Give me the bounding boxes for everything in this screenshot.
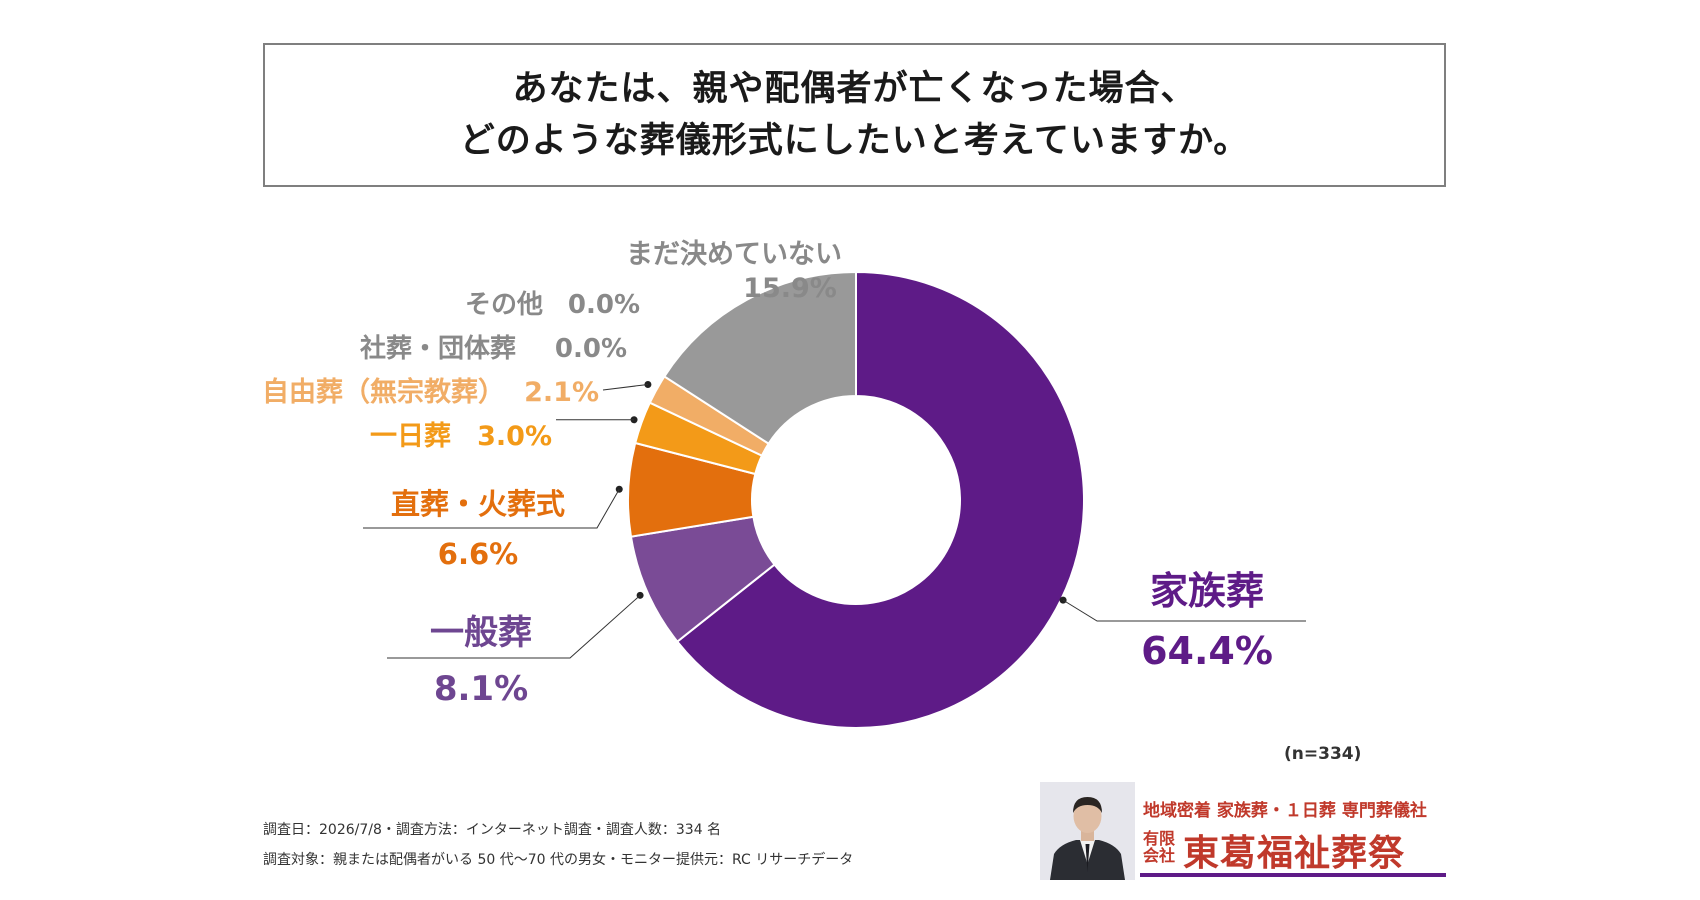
category-label-0: 家族葬	[1150, 569, 1264, 613]
value-label-0: 64.4%	[1141, 629, 1273, 673]
question-title-line-2: どのような葬儀形式にしたいと考えていますか。	[459, 121, 1250, 161]
category-label-4: 自由葬（無宗教葬）	[262, 376, 505, 408]
brand-company-type-line-1: 有限	[1143, 829, 1176, 848]
survey-note-line-1: 調査日：2026/7/8・調査方法：インターネット調査・調査人数：334 名	[263, 822, 722, 838]
slice-7	[663, 270, 857, 446]
category-label-3: 一日葬	[370, 421, 451, 452]
category-label-1: 一般葬	[430, 613, 532, 653]
brand-company-type: 有限 会社	[1143, 830, 1181, 864]
staff-photo	[1040, 782, 1135, 880]
question-title-box: あなたは、親や配偶者が亡くなった場合、 どのような葬儀形式にしたいと考えています…	[263, 43, 1446, 187]
sample-size-note: (n=334)	[1284, 744, 1362, 764]
category-label-5: 社葬・団体葬	[360, 333, 516, 364]
leader-line-4	[602, 383, 648, 391]
value-label-4: 2.1%	[524, 377, 599, 408]
slice-0	[675, 270, 1085, 729]
brand-underline	[1140, 873, 1446, 877]
brand-tagline: 地域密着 家族葬・１日葬 専門葬儀社	[1143, 801, 1427, 821]
value-label-3: 3.0%	[477, 421, 552, 452]
leader-line-1	[387, 594, 641, 659]
value-label-6: 0.0%	[568, 290, 640, 320]
category-label-7: まだ決めていない	[626, 239, 842, 270]
value-label-5: 0.0%	[555, 334, 627, 364]
person-icon	[1040, 782, 1135, 880]
leader-dot-0	[1059, 596, 1067, 604]
category-label-6: その他	[465, 290, 543, 320]
brand-company-type-line-2: 会社	[1143, 846, 1176, 865]
survey-note-line-2: 調査対象：親または配偶者がいる 50 代〜70 代の男女・モニター提供元：RC …	[263, 852, 854, 868]
category-label-2: 直葬・火葬式	[391, 487, 565, 521]
value-label-7: 15.9%	[743, 273, 837, 304]
value-label-1: 8.1%	[434, 669, 528, 709]
survey-notes: 調査日：2026/7/8・調査方法：インターネット調査・調査人数：334 名 調…	[263, 815, 853, 875]
leader-line-0	[1062, 599, 1306, 622]
leader-line-2	[363, 488, 620, 529]
company-logo: 地域密着 家族葬・１日葬 専門葬儀社 有限 会社 東葛福祉葬祭	[1040, 782, 1446, 880]
question-title-line-1: あなたは、親や配偶者が亡くなった場合、	[512, 69, 1197, 109]
brand-name: 東葛福祉葬祭	[1183, 833, 1406, 874]
value-label-2: 6.6%	[438, 537, 518, 571]
